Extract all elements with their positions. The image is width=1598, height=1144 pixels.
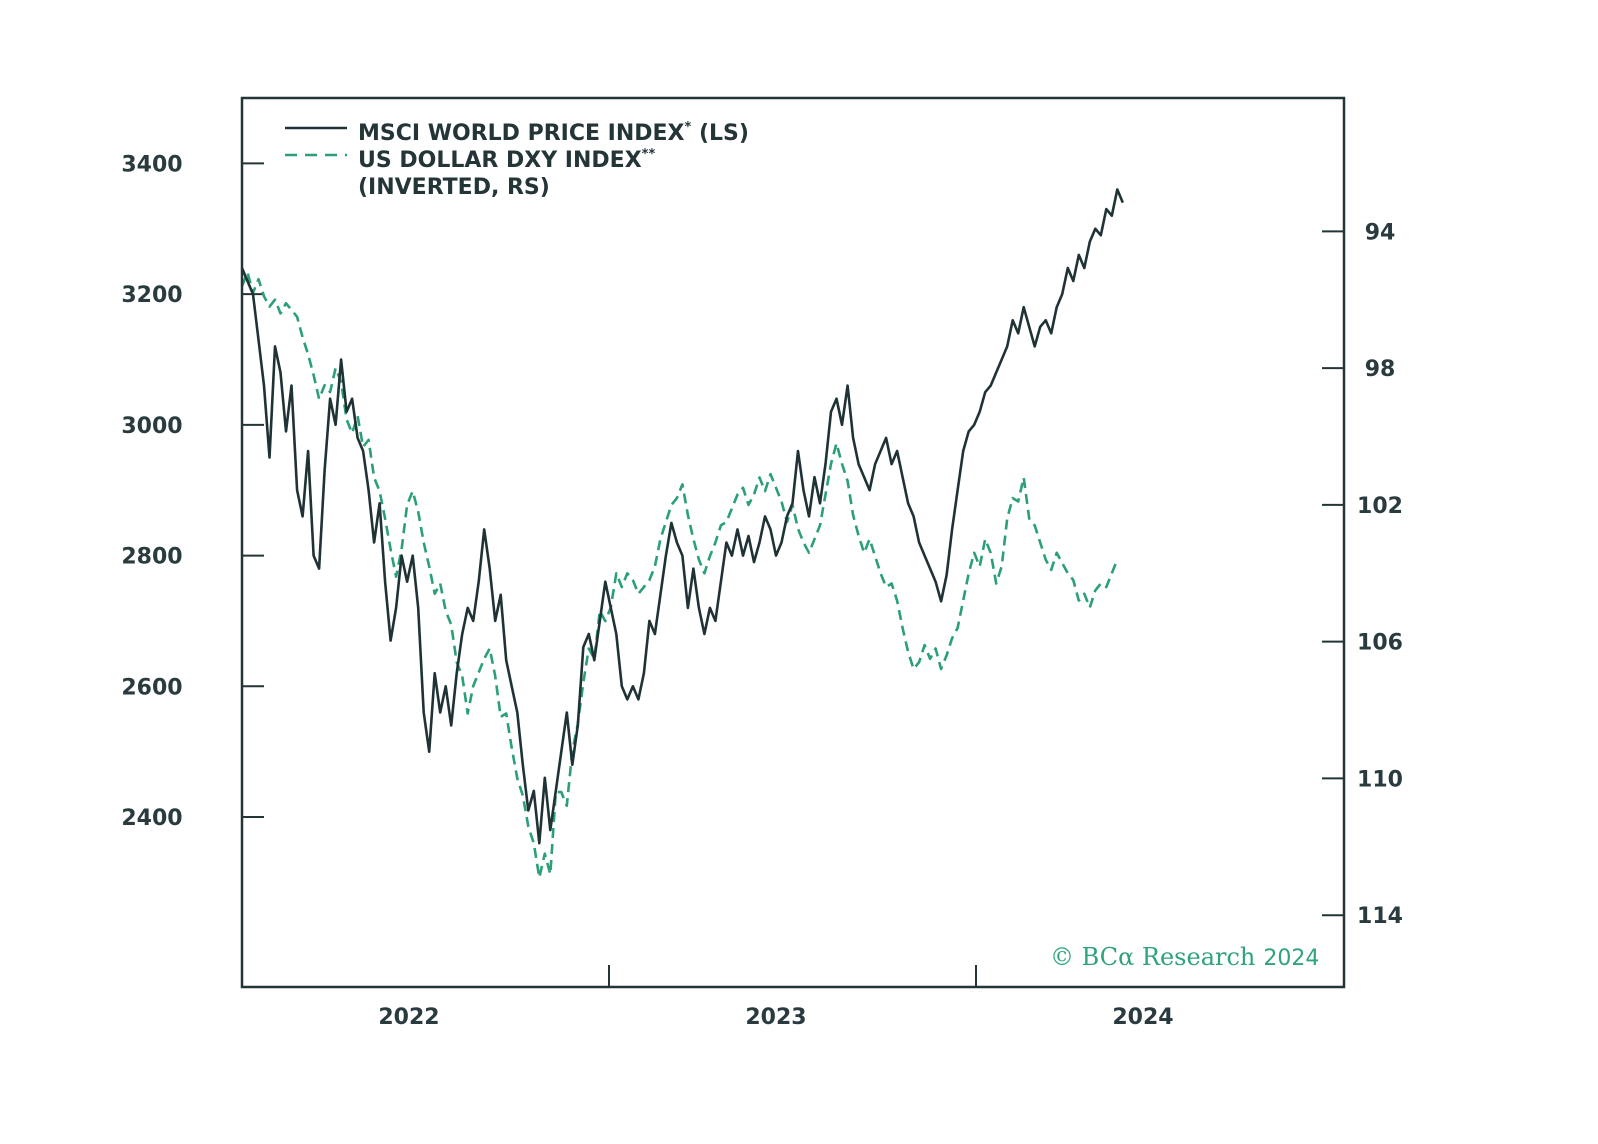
plot-frame bbox=[240, 96, 1346, 989]
left-tick-label-2400: 2400 bbox=[121, 806, 182, 831]
right-tick-label-98: 98 bbox=[1365, 357, 1396, 382]
left-tick-label-3200: 3200 bbox=[121, 283, 182, 308]
legend: MSCI WORLD PRICE INDEX* (LS) US DOLLAR D… bbox=[285, 120, 749, 200]
series-msci-world-line bbox=[240, 188, 1124, 845]
legend-msci-label: MSCI WORLD PRICE INDEX* (LS) bbox=[358, 120, 749, 146]
legend-dxy-label-line2: (INVERTED, RS) bbox=[358, 175, 550, 200]
x-tick-label-2024: 2024 bbox=[1112, 1005, 1173, 1030]
series-dxy-inverted-line bbox=[240, 271, 1119, 879]
legend-dxy-label: US DOLLAR DXY INDEX** bbox=[358, 147, 655, 173]
tick-labels: 3400 3200 3000 2800 2600 2400 94 98 102 106 110 114… bbox=[121, 152, 1403, 1030]
left-tick-label-3000: 3000 bbox=[121, 414, 182, 439]
series-layer bbox=[240, 188, 1124, 879]
left-tick-label-3400: 3400 bbox=[121, 152, 182, 177]
copyright-notice: © BCα Research 2024 bbox=[1050, 943, 1319, 971]
right-tick-label-106: 106 bbox=[1357, 631, 1403, 656]
right-tick-label-114: 114 bbox=[1357, 904, 1403, 929]
x-tick-label-2023: 2023 bbox=[745, 1005, 806, 1030]
left-tick-label-2600: 2600 bbox=[121, 675, 182, 700]
x-tick-label-2022: 2022 bbox=[378, 1005, 439, 1030]
right-tick-label-94: 94 bbox=[1365, 220, 1396, 245]
right-tick-label-102: 102 bbox=[1357, 494, 1403, 519]
left-tick-label-2800: 2800 bbox=[121, 545, 182, 570]
axis-ticks bbox=[242, 162, 1344, 987]
right-tick-label-110: 110 bbox=[1357, 767, 1403, 792]
